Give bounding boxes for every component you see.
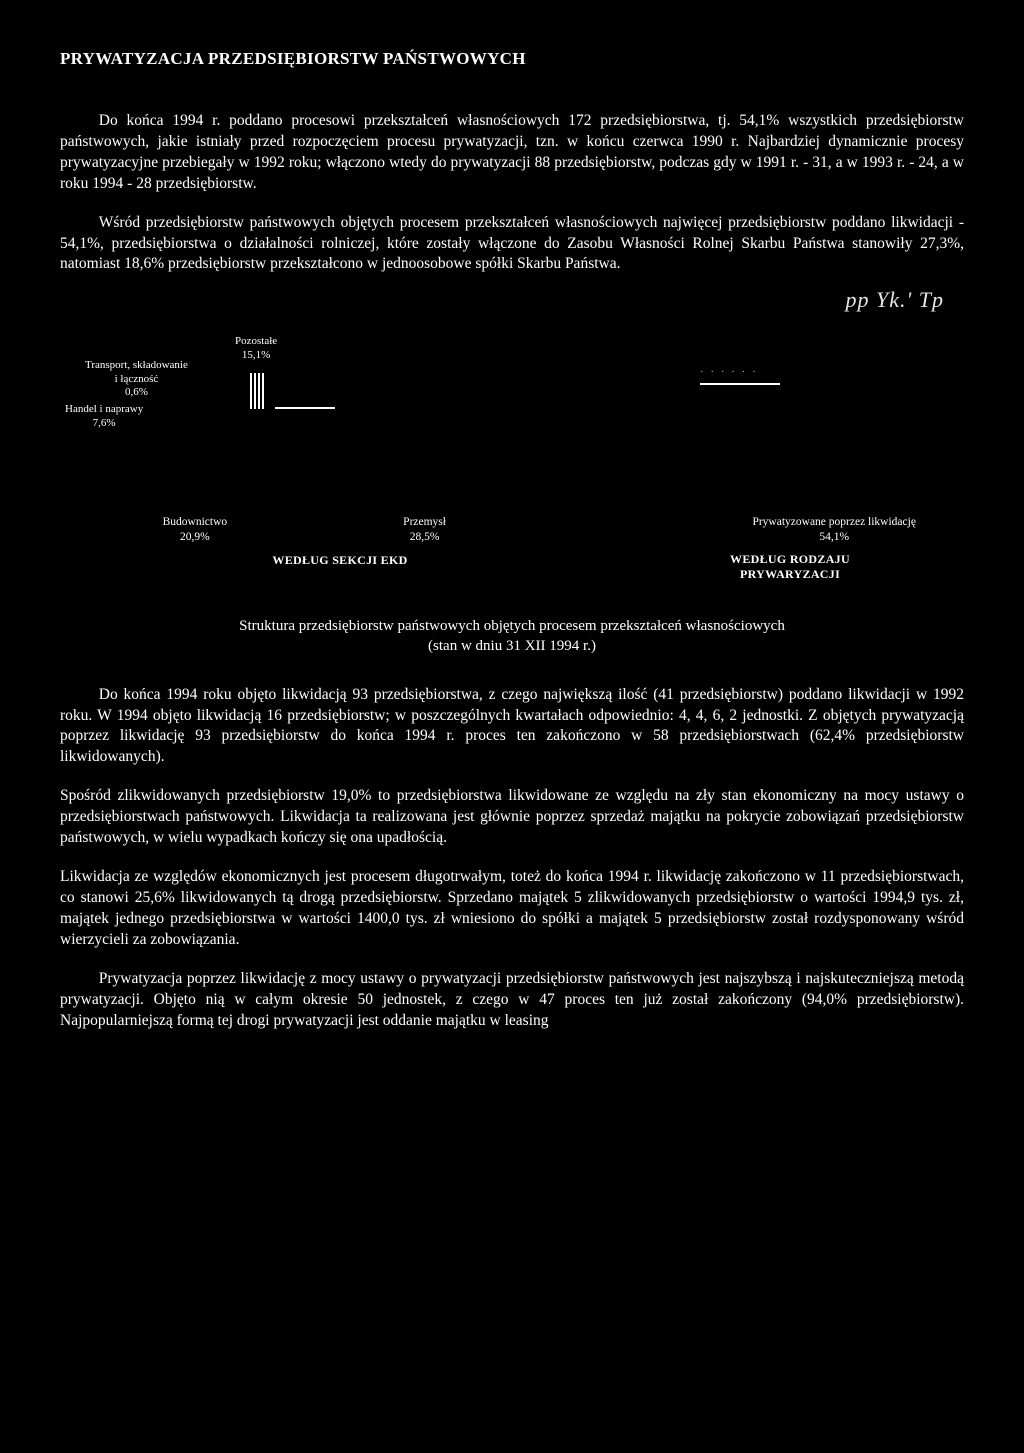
label-likwidacja: Prywatyzowane poprzez likwidację 54,1%	[704, 515, 964, 544]
label-likwidacja-text: Prywatyzowane poprzez likwidację	[752, 516, 916, 528]
right-leader-line-icon	[700, 383, 780, 385]
label-budownictwo: Budownictwo 20,9%	[115, 515, 275, 544]
label-handel: Handel i naprawy 7,6%	[65, 403, 143, 429]
chart-caption: Struktura przedsiębiorstw państwowych ob…	[60, 616, 964, 657]
paragraph-5: Likwidacja ze względów ekonomicznych jes…	[60, 867, 964, 951]
handwritten-note: pp Yk.' Tp	[846, 285, 944, 315]
right-chart-title: WEDŁUG RODZAJU PRYWARYZACJI	[660, 552, 920, 582]
chart-subheadings: WEDŁUG SEKCJI EKD WEDŁUG RODZAJU PRYWARY…	[60, 552, 964, 582]
paragraph-1: Do końca 1994 r. poddano procesowi przek…	[60, 111, 964, 195]
paragraph-2: Wśród przedsiębiorstw państwowych objęty…	[60, 213, 964, 276]
dot-pattern-icon: · · · · · ·	[700, 365, 758, 380]
label-handel-text: Handel i naprawy	[65, 403, 143, 415]
chart-region: pp Yk.' Tp Pozostałe 15,1% Transport, sk…	[60, 305, 964, 505]
leader-line-icon	[275, 407, 335, 409]
label-handel-value: 7,6%	[93, 417, 116, 429]
left-chart-title: WEDŁUG SEKCJI EKD	[210, 552, 470, 582]
label-transport-l1: Transport, składowanie	[85, 359, 188, 371]
right-title-l1: WEDŁUG RODZAJU	[730, 552, 850, 566]
label-pozostale: Pozostałe 15,1%	[235, 335, 277, 361]
label-transport-l2: i łączność	[115, 373, 159, 385]
label-przemysl-text: Przemysł	[403, 516, 446, 528]
label-budownictwo-text: Budownictwo	[163, 516, 228, 528]
chart-bottom-labels: Budownictwo 20,9% Przemysł 28,5% Prywaty…	[60, 515, 964, 544]
label-transport-value: 0,6%	[125, 386, 148, 398]
label-likwidacja-value: 54,1%	[819, 531, 849, 543]
caption-line2: (stan w dniu 31 XII 1994 r.)	[428, 638, 596, 654]
label-pozostale-value: 15,1%	[242, 349, 270, 361]
label-przemysl-value: 28,5%	[410, 531, 440, 543]
paragraph-6: Prywatyzacja poprzez likwidację z mocy u…	[60, 969, 964, 1032]
page-heading: PRYWATYZACJA PRZEDSIĘBIORSTW PAŃSTWOWYCH	[60, 48, 964, 71]
paragraph-4: Spośród zlikwidowanych przedsiębiorstw 1…	[60, 786, 964, 849]
paragraph-3: Do końca 1994 roku objęto likwidacją 93 …	[60, 685, 964, 769]
label-transport: Transport, składowanie i łączność 0,6%	[85, 359, 188, 399]
caption-line1: Struktura przedsiębiorstw państwowych ob…	[239, 618, 785, 634]
label-budownictwo-value: 20,9%	[180, 531, 210, 543]
hatch-pattern-icon	[250, 373, 266, 409]
label-pozostale-text: Pozostałe	[235, 335, 277, 347]
right-title-l2: PRYWARYZACJI	[740, 567, 840, 581]
label-przemysl: Przemysł 28,5%	[315, 515, 535, 544]
